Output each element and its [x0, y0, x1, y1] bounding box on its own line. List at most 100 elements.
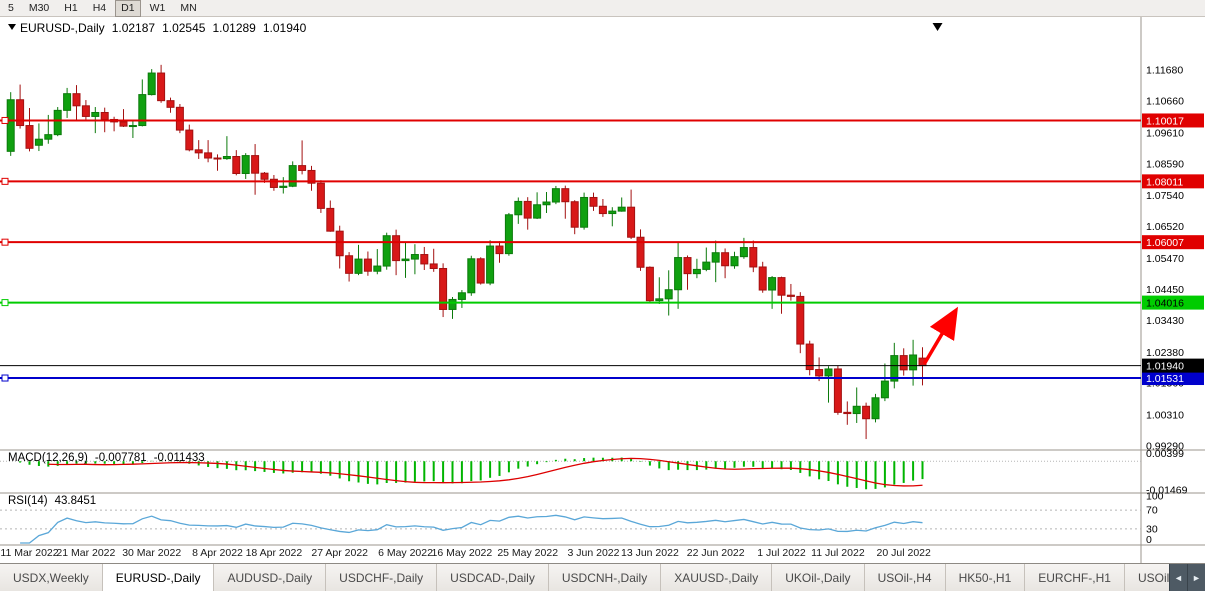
rsi-indicator-label: RSI(14) 43.8451 [8, 495, 96, 507]
time-axis-label: 11 Mar 2022 [0, 547, 58, 559]
trend-arrow[interactable] [922, 306, 959, 365]
tab-scroll-right-icon[interactable]: ► [1187, 564, 1205, 591]
rsi-axis-label: 30 [1146, 523, 1158, 535]
sr-line-1.08011[interactable]: 1.08011 [0, 174, 1204, 189]
chart-tab-eurchf-h1[interactable]: EURCHF-,H1 [1025, 564, 1125, 591]
price-axis-label: 1.02380 [1146, 347, 1184, 359]
price-tag-label: 1.01940 [1146, 361, 1184, 373]
price-tag-label: 1.10017 [1146, 115, 1184, 127]
rsi-indicator: 100 70 300 [0, 491, 1164, 546]
price-tag-label: 1.04016 [1146, 298, 1184, 310]
chart-tab-usdchf-daily[interactable]: USDCHF-,Daily [326, 564, 438, 591]
price-axis-label: 1.06520 [1146, 221, 1184, 233]
price-tag [1142, 295, 1204, 310]
time-axis-label: 22 Jun 2022 [687, 547, 745, 559]
time-axis-label: 30 Mar 2022 [122, 547, 181, 559]
chart-tab-usdcnh-daily[interactable]: USDCNH-,Daily [548, 564, 662, 591]
line-handle[interactable] [1, 116, 9, 124]
time-axis-label: 20 Jul 2022 [877, 547, 931, 559]
sr-line-1.10017[interactable]: 1.10017 [0, 113, 1204, 128]
price-axis-label: 1.03430 [1146, 315, 1184, 327]
chart-tab-usdx-weekly[interactable]: USDX,Weekly [0, 564, 103, 591]
sr-line-1.04016[interactable]: 1.04016 [0, 295, 1204, 310]
price-tag [1142, 358, 1204, 373]
rsi-axis-label: 100 [1146, 491, 1164, 503]
sr-line-1.06007[interactable]: 1.06007 [0, 235, 1204, 250]
timeframe-button-h1[interactable]: H1 [64, 1, 78, 14]
chart-tabs-bar: USDX,Weekly EURUSD-,Daily AUDUSD-,Daily USD… [0, 563, 1205, 591]
time-axis-label: 21 Mar 2022 [56, 547, 115, 559]
symbol-marker-icon [8, 24, 16, 30]
price-axis-label: 1.08590 [1146, 158, 1184, 170]
timeframe-button-h4[interactable]: H4 [92, 1, 107, 14]
chart-tab-usdcad-daily[interactable]: USDCAD-,Daily [437, 564, 549, 591]
macd-signal-value: -0.011433 [153, 452, 205, 464]
timeframe-button-d1[interactable]: D1 [115, 0, 141, 17]
ohlc-close: 1.01940 [262, 21, 307, 35]
price-axis-label: 1.04450 [1146, 284, 1184, 296]
line-handle[interactable] [1, 238, 9, 246]
chart-tab-usoil-h4[interactable]: USOil-,H4 [1124, 564, 1169, 591]
rsi-axis-label: 0 [1146, 534, 1152, 546]
time-axis-label: 3 Jun 2022 [568, 547, 620, 559]
chart-shift-marker[interactable] [932, 23, 943, 31]
price-tag [1142, 235, 1204, 250]
time-axis-label: 8 Apr 2022 [192, 547, 243, 559]
current-price-line: 1.01940 [0, 358, 1204, 373]
timeframe-button-5[interactable]: 5 [8, 1, 14, 14]
timeframe-button-m30[interactable]: M30 [28, 1, 50, 14]
price-axis-label: 1.00310 [1146, 410, 1184, 422]
time-axis-label: 18 Apr 2022 [246, 547, 303, 559]
time-axis-label: 27 Apr 2022 [311, 547, 368, 559]
ohlc-low: 1.01289 [212, 21, 256, 35]
panel-separators [0, 17, 1205, 563]
tab-scroll-left-icon[interactable]: ◄ [1169, 564, 1187, 591]
macd-main-value: -0.007781 [94, 452, 147, 464]
time-axis-label: 13 Jun 2022 [621, 547, 679, 559]
timeframe-buttons: 5 M30 H1 H4 D1 W1 MN [2, 0, 203, 17]
macd-indicator: 0.00399 -0.01469 [0, 448, 1188, 497]
time-axis-label: 11 Jul 2022 [811, 547, 865, 559]
rsi-name: RSI(14) [8, 495, 48, 507]
time-axis-label: 6 May 2022 [378, 547, 433, 559]
timeframe-button-mn[interactable]: MN [180, 1, 197, 14]
chart-tabs-strip: USDX,Weekly EURUSD-,Daily AUDUSD-,Daily USD… [0, 564, 1169, 591]
time-axis-label: 25 May 2022 [497, 547, 558, 559]
chart-tab-eurusd-daily[interactable]: EURUSD-,Daily [102, 564, 215, 591]
chart-window: 1.11680 1.10660 1.09610 1.08590 1.07540 1.065… [0, 17, 1205, 563]
macd-signal-line [48, 457, 923, 487]
line-handle[interactable] [1, 177, 9, 185]
price-tag-label: 1.08011 [1146, 176, 1183, 188]
macd-indicator-label: MACD(12,26,9) -0.007781 -0.011433 [8, 452, 205, 464]
price-axis-label: 1.05470 [1146, 253, 1184, 265]
price-axis-label: 1.11680 [1146, 65, 1183, 77]
price-axis-label: 1.07540 [1146, 190, 1184, 202]
chart-symbol: EURUSD-,Daily [20, 21, 105, 35]
price-axis[interactable]: 1.11680 1.10660 1.09610 1.08590 1.07540 1.065… [1146, 65, 1184, 453]
chart-tab-usoil-h4[interactable]: USOil-,H4 [864, 564, 946, 591]
rsi-axis-label: 70 [1146, 505, 1158, 517]
chart-title: EURUSD-,Daily 1.02187 1.02545 1.01289 1.0194… [8, 21, 306, 35]
time-axis-label: 16 May 2022 [432, 547, 493, 559]
chart-tab-ukoil-daily[interactable]: UKOil-,Daily [772, 564, 865, 591]
chart-tab-hk50-h1[interactable]: HK50-,H1 [945, 564, 1026, 591]
price-tag [1142, 174, 1204, 189]
ohlc-high: 1.02545 [162, 21, 206, 35]
time-axis-label: 1 Jul 2022 [757, 547, 806, 559]
chart-tab-xauusd-daily[interactable]: XAUUSD-,Daily [661, 564, 773, 591]
macd-name: MACD(12,26,9) [8, 452, 88, 464]
rsi-line [20, 514, 923, 544]
macd-axis-label: -0.01469 [1146, 485, 1188, 497]
line-handle[interactable] [1, 299, 9, 307]
line-handle[interactable] [1, 374, 9, 382]
price-axis-label: 1.10660 [1146, 95, 1184, 107]
price-tag-label: 1.01531 [1146, 373, 1184, 385]
chart-tab-audusd-daily[interactable]: AUDUSD-,Daily [214, 564, 327, 591]
price-chart-canvas[interactable]: 1.11680 1.10660 1.09610 1.08590 1.07540 1.065… [0, 17, 1205, 563]
price-axis-label: 0.99290 [1146, 441, 1184, 453]
timeframe-button-w1[interactable]: W1 [149, 1, 166, 14]
price-axis-label: 1.09610 [1146, 127, 1184, 139]
timeframe-toolbar: 5 M30 H1 H4 D1 W1 MN [0, 0, 1205, 17]
sr-line-1.01531[interactable]: 1.01531 [0, 371, 1204, 386]
